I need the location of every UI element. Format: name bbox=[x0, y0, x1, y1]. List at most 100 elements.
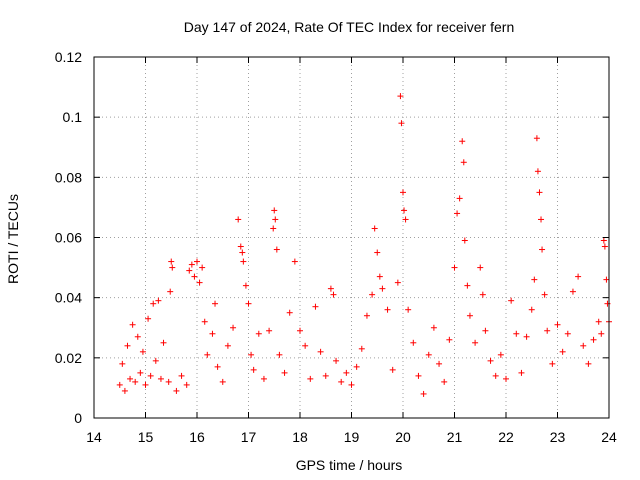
data-point bbox=[245, 300, 252, 307]
data-point bbox=[165, 378, 172, 385]
axis-ticks bbox=[93, 56, 610, 419]
data-point bbox=[124, 342, 131, 349]
data-point bbox=[420, 390, 427, 397]
data-point bbox=[317, 348, 324, 355]
data-point bbox=[376, 273, 383, 280]
data-point bbox=[497, 351, 504, 358]
data-point bbox=[242, 282, 249, 289]
data-point bbox=[129, 321, 136, 328]
data-point bbox=[116, 381, 123, 388]
data-point bbox=[250, 366, 257, 373]
data-point bbox=[260, 375, 267, 382]
data-point bbox=[272, 216, 279, 223]
data-point bbox=[348, 381, 355, 388]
data-point bbox=[374, 249, 381, 256]
data-point bbox=[266, 327, 273, 334]
x-axis-label: GPS time / hours bbox=[296, 457, 403, 473]
y-axis-label: ROTI / TECUs bbox=[5, 194, 21, 284]
data-point bbox=[389, 366, 396, 373]
data-point bbox=[401, 207, 408, 214]
data-point bbox=[333, 357, 340, 364]
data-point bbox=[539, 246, 546, 253]
data-point bbox=[601, 243, 608, 250]
data-point bbox=[549, 360, 556, 367]
data-point bbox=[139, 348, 146, 355]
data-point bbox=[358, 345, 365, 352]
data-point bbox=[199, 264, 206, 271]
data-point bbox=[137, 369, 144, 376]
y-tick-label: 0.1 bbox=[63, 109, 83, 125]
data-point bbox=[405, 306, 412, 313]
data-point bbox=[441, 378, 448, 385]
data-point bbox=[523, 333, 530, 340]
data-point bbox=[590, 336, 597, 343]
data-point bbox=[134, 333, 141, 340]
data-point bbox=[194, 258, 200, 265]
data-point bbox=[451, 264, 458, 271]
data-point bbox=[508, 297, 515, 304]
x-tick-label: 18 bbox=[292, 429, 308, 445]
data-point bbox=[237, 243, 244, 250]
data-point bbox=[338, 378, 345, 385]
x-tick-label: 14 bbox=[86, 429, 102, 445]
data-point bbox=[541, 291, 548, 298]
data-point bbox=[415, 372, 422, 379]
data-point bbox=[155, 297, 162, 304]
data-point bbox=[603, 276, 610, 283]
data-point bbox=[204, 351, 211, 358]
data-point bbox=[152, 357, 159, 364]
data-point bbox=[276, 351, 283, 358]
data-point bbox=[121, 387, 128, 394]
data-point bbox=[398, 120, 405, 127]
data-point bbox=[430, 324, 437, 331]
x-tick-label: 19 bbox=[344, 429, 360, 445]
data-point bbox=[518, 369, 525, 376]
x-tick-label: 22 bbox=[498, 429, 514, 445]
data-point bbox=[353, 363, 360, 370]
data-point bbox=[464, 282, 471, 289]
data-point bbox=[536, 189, 543, 196]
data-point bbox=[270, 225, 277, 232]
data-point bbox=[479, 291, 486, 298]
data-point bbox=[397, 93, 404, 100]
data-point bbox=[513, 330, 520, 337]
data-point bbox=[554, 321, 561, 328]
data-point bbox=[343, 369, 350, 376]
data-point bbox=[503, 375, 509, 382]
data-point bbox=[327, 285, 334, 292]
data-point bbox=[459, 138, 466, 145]
data-point bbox=[559, 348, 566, 355]
data-point bbox=[145, 315, 152, 322]
data-point bbox=[492, 372, 499, 379]
data-point bbox=[168, 258, 175, 265]
data-point bbox=[142, 381, 149, 388]
data-point bbox=[446, 336, 453, 343]
data-point bbox=[600, 237, 607, 244]
data-point bbox=[538, 216, 545, 223]
data-point bbox=[183, 381, 190, 388]
data-point bbox=[150, 300, 157, 307]
data-point bbox=[157, 375, 164, 382]
data-point bbox=[240, 258, 247, 265]
grid bbox=[94, 57, 609, 418]
data-point bbox=[132, 378, 139, 385]
data-point bbox=[178, 372, 185, 379]
data-point bbox=[330, 291, 337, 298]
data-point bbox=[456, 195, 463, 202]
data-point bbox=[201, 318, 208, 325]
data-point bbox=[482, 327, 489, 334]
data-point bbox=[544, 327, 551, 334]
data-point bbox=[595, 318, 602, 325]
data-point bbox=[147, 372, 154, 379]
x-tick-label: 17 bbox=[241, 429, 257, 445]
x-tick-label: 20 bbox=[395, 429, 411, 445]
data-point bbox=[186, 267, 193, 274]
data-point bbox=[598, 330, 605, 337]
data-point bbox=[235, 216, 242, 223]
x-tick-label: 16 bbox=[189, 429, 205, 445]
data-point bbox=[281, 369, 288, 376]
y-tick-label: 0 bbox=[74, 410, 82, 426]
data-point bbox=[472, 339, 479, 346]
data-point bbox=[436, 360, 443, 367]
